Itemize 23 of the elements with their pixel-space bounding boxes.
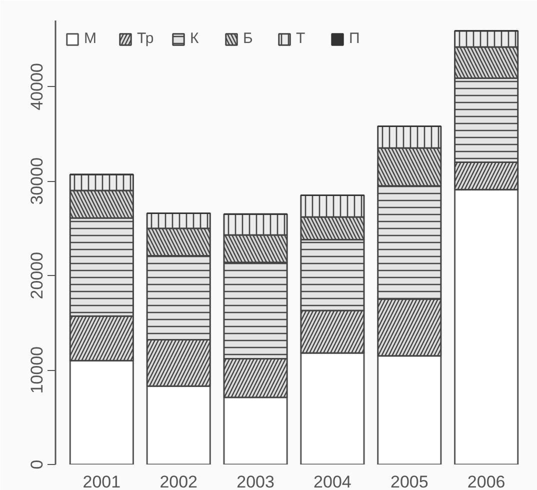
y-tick-label: 30000 [28, 157, 46, 205]
bar [69, 360, 134, 464]
bar [300, 352, 365, 464]
legend-label: Тр [137, 30, 155, 47]
y-tick-label: 40000 [28, 62, 46, 110]
bar [454, 188, 519, 464]
bar [146, 385, 211, 464]
legend-label: Б [243, 30, 254, 47]
x-tick-label: 2006 [467, 472, 506, 490]
y-tick-label: 10000 [28, 346, 46, 394]
x-tick-label: 2004 [314, 472, 352, 490]
legend-label: М [84, 30, 98, 47]
x-tick-label: 2002 [160, 472, 198, 490]
y-tick-label: 20000 [28, 252, 46, 300]
bar [223, 396, 288, 464]
y-tick-label: 0 [28, 460, 46, 470]
x-tick-label: 2003 [236, 472, 274, 490]
bar [377, 355, 442, 464]
legend-label: Т [296, 30, 306, 47]
legend-label: К [190, 30, 200, 47]
x-tick-label: 2001 [82, 472, 121, 490]
x-tick-label: 2005 [390, 472, 428, 490]
legend-label: П [349, 30, 361, 47]
